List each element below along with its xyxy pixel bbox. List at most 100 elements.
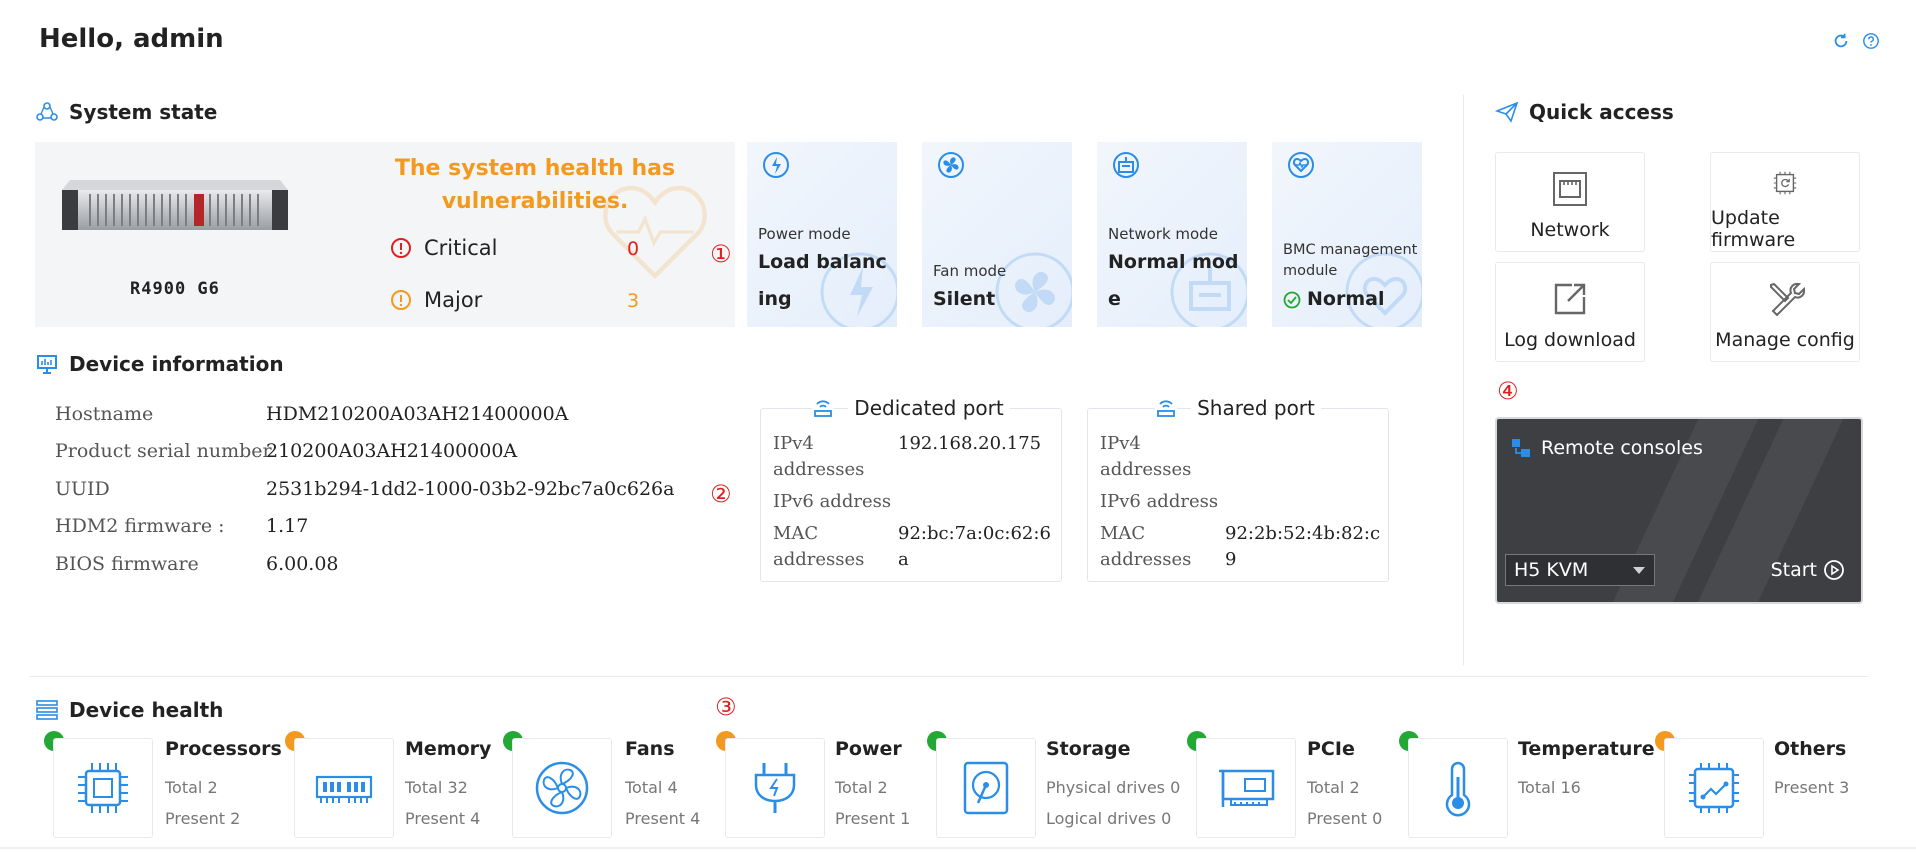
- quick-access-log-download[interactable]: Log download: [1495, 262, 1645, 362]
- vertical-divider: [1463, 95, 1464, 665]
- system-state-icon: [36, 102, 58, 121]
- health-card-temperature[interactable]: [1408, 738, 1508, 838]
- power-icon: [754, 763, 796, 813]
- bmc-module-value: Normal: [1307, 288, 1385, 310]
- start-console-button[interactable]: Start: [1771, 559, 1845, 581]
- health-name-memory[interactable]: Memory: [405, 738, 492, 760]
- network-watermark-icon: [1170, 252, 1247, 327]
- fan-mode-icon: [938, 152, 964, 178]
- console-type-select[interactable]: H5 KVM: [1505, 554, 1655, 586]
- health-detail-memory: Present 4: [405, 809, 481, 828]
- callout-1: ①: [710, 240, 732, 268]
- system-state-panel: R4900 G6 The system health has vulnerabi…: [35, 142, 735, 327]
- shared-mac-value: 92:2b:52:4b:82:c9: [1225, 523, 1381, 570]
- critical-alert-icon: [391, 238, 411, 258]
- health-card-pcie[interactable]: [1196, 738, 1296, 838]
- health-name-pcie[interactable]: PCIe: [1307, 738, 1355, 760]
- chevron-down-icon: [1633, 567, 1645, 574]
- device-health-title: Device health: [35, 698, 223, 722]
- dedicated-ipv4-value: 192.168.20.175: [898, 433, 1042, 454]
- quick-access-network[interactable]: Network: [1495, 152, 1645, 252]
- info-value-uuid: 2531b294-1dd2-1000-03b2-92bc7a0c626a: [266, 478, 675, 500]
- fan-mode-value: Silent: [933, 288, 996, 310]
- alarm-major-count[interactable]: 3: [627, 290, 640, 312]
- temperature-icon: [1445, 761, 1471, 817]
- quick-access-manage-config[interactable]: Manage config: [1710, 262, 1860, 362]
- mode-card-power: Power mode Load balancing: [747, 142, 897, 327]
- alarm-major-label: Major: [424, 288, 483, 312]
- health-name-processors[interactable]: Processors: [165, 738, 282, 760]
- info-value-hostname: HDM210200A03AH21400000A: [266, 403, 569, 425]
- health-card-fans[interactable]: [512, 738, 612, 838]
- refresh-icon[interactable]: [1832, 32, 1850, 50]
- status-ok-icon: [1283, 291, 1301, 308]
- alarm-major[interactable]: Major: [390, 288, 482, 312]
- alarm-critical[interactable]: Critical: [390, 236, 497, 260]
- health-card-others[interactable]: [1664, 738, 1764, 838]
- health-detail-others: Present 3: [1774, 778, 1850, 797]
- firmware-chip-icon: [1773, 171, 1797, 195]
- network-port-icon: [1553, 172, 1587, 206]
- router-icon: [812, 398, 835, 418]
- health-card-storage[interactable]: [936, 738, 1036, 838]
- info-label-hdm-firmware: HDM2 firmware :: [55, 515, 225, 537]
- server-image: [62, 180, 288, 230]
- remote-console-icon: [1512, 439, 1530, 457]
- bmc-module-label: BMC management module: [1283, 242, 1418, 279]
- info-label-bios-firmware: BIOS firmware: [55, 553, 199, 575]
- callout-4: ④: [1497, 377, 1519, 405]
- monitor-icon: [37, 355, 57, 374]
- network-mode-value: Normal mode: [1108, 251, 1239, 310]
- fans-icon: [535, 761, 589, 815]
- dedicated-ipv6-label: IPv6 address: [773, 491, 892, 512]
- device-health-icon: [36, 700, 58, 720]
- server-model: R4900 G6: [130, 279, 220, 299]
- health-name-temperature[interactable]: Temperature: [1518, 738, 1655, 760]
- bmc-module-value-wrap: Normal: [1283, 281, 1418, 318]
- health-detail-power: Total 2: [835, 778, 888, 797]
- health-name-storage[interactable]: Storage: [1046, 738, 1131, 760]
- help-icon[interactable]: [1862, 32, 1880, 50]
- quick-access-update-firmware[interactable]: Update firmware: [1710, 152, 1860, 252]
- health-card-power[interactable]: [725, 738, 825, 838]
- health-name-power[interactable]: Power: [835, 738, 902, 760]
- power-watermark-icon: [820, 252, 897, 327]
- remote-consoles-panel: Remote consoles H5 KVM Start: [1495, 417, 1863, 604]
- power-mode-label: Power mode: [758, 225, 851, 243]
- dedicated-port-panel: Dedicated port IPv4 addresses 192.168.20…: [760, 396, 1062, 582]
- quick-access-title: Quick access: [1495, 100, 1674, 124]
- mode-card-network: Network mode Normal mode: [1097, 142, 1247, 327]
- page-greeting: Hello, admin: [39, 24, 224, 54]
- alarm-critical-count[interactable]: 0: [627, 238, 640, 260]
- horizontal-divider: [30, 676, 1868, 677]
- info-value-serial: 210200A03AH21400000A: [266, 440, 518, 462]
- network-mode-label: Network mode: [1108, 225, 1218, 243]
- health-detail-processors: Present 2: [165, 809, 241, 828]
- dedicated-mac-value: 92:bc:7a:0c:62:6a: [898, 523, 1051, 570]
- bmc-watermark-icon: [1345, 252, 1422, 327]
- play-circle-icon: [1824, 560, 1844, 580]
- callout-2: ②: [710, 480, 732, 508]
- health-name-others[interactable]: Others: [1774, 738, 1847, 760]
- external-link-icon: [1554, 283, 1586, 315]
- fan-watermark-icon: [995, 252, 1072, 327]
- bottom-divider: [0, 847, 1916, 849]
- health-detail-memory: Total 32: [405, 778, 468, 797]
- major-alert-icon: [391, 290, 411, 310]
- mode-card-fan: Fan mode Silent: [922, 142, 1072, 327]
- device-info-title: Device information: [35, 352, 284, 376]
- health-name-fans[interactable]: Fans: [625, 738, 675, 760]
- dedicated-ipv4-label: IPv4 addresses: [773, 433, 865, 480]
- dedicated-mac-label: MAC addresses: [773, 523, 865, 570]
- fan-mode-label: Fan mode: [933, 262, 1007, 280]
- dedicated-port-title: Dedicated port: [761, 396, 1061, 420]
- health-card-processors[interactable]: [53, 738, 153, 838]
- health-detail-pcie: Total 2: [1307, 778, 1360, 797]
- health-message: The system health has vulnerabilities.: [394, 156, 676, 214]
- mode-card-bmc: BMC management module Normal: [1272, 142, 1422, 327]
- health-card-memory[interactable]: [294, 738, 394, 838]
- shared-port-title: Shared port: [1088, 396, 1388, 420]
- bmc-module-icon: [1288, 152, 1314, 178]
- health-detail-fans: Present 4: [625, 809, 701, 828]
- network-mode-icon: [1113, 152, 1139, 178]
